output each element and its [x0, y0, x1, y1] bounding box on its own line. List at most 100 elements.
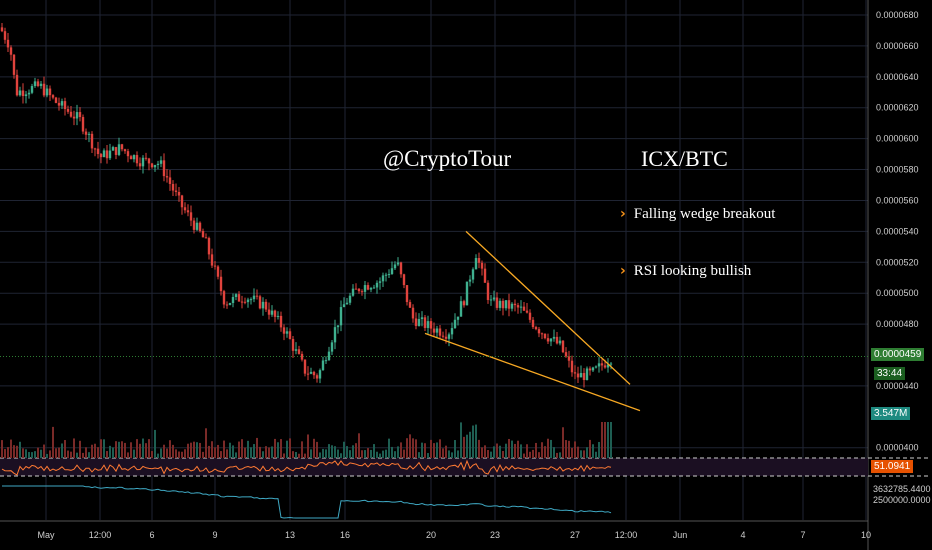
volume-bar	[1, 440, 3, 458]
volume-bar	[271, 446, 273, 458]
volume-bar	[607, 422, 609, 458]
volume-bar	[109, 445, 111, 458]
candle-body	[507, 300, 511, 309]
candle-body	[129, 156, 133, 160]
volume-bar	[70, 451, 72, 458]
volume-bar	[541, 442, 543, 458]
volume-bar	[370, 449, 372, 458]
candle-body	[24, 94, 28, 97]
volume-bar	[133, 449, 135, 458]
volume-bar	[592, 444, 594, 458]
candle-body	[285, 331, 289, 334]
price-axis[interactable]: 0.0000680 0.0000660 0.0000640 0.0000620 0.00…	[876, 10, 919, 453]
volume-bar	[517, 440, 519, 458]
chevron-right-icon: ›	[620, 263, 626, 279]
candle-body	[399, 262, 403, 275]
volume-bar	[187, 443, 189, 458]
candle-body	[348, 295, 352, 303]
candle-body	[186, 210, 190, 213]
candle-body	[282, 327, 286, 334]
volume-bar	[415, 439, 417, 458]
indicator-value-tag: 3632785.4400	[873, 484, 931, 494]
candle-body	[558, 340, 562, 344]
candle-body	[324, 360, 328, 362]
volume-bar	[232, 445, 234, 458]
volume-bar	[127, 452, 129, 458]
candle-body	[39, 83, 43, 87]
candle-body	[513, 303, 517, 306]
volume-bar	[376, 451, 378, 458]
candle-body	[48, 88, 52, 96]
candle-body	[393, 264, 397, 269]
candle-body	[354, 288, 358, 290]
volume-bar	[64, 440, 66, 458]
candle-body	[243, 301, 247, 303]
candle-body	[570, 360, 574, 373]
candle-body	[207, 238, 211, 255]
candle-body	[537, 329, 541, 334]
price-tick-label: 0.0000480	[876, 319, 919, 329]
volume-bar	[19, 441, 21, 458]
volume-bar	[379, 453, 381, 458]
candle-body	[594, 366, 598, 368]
candle-body	[609, 363, 613, 365]
brand-watermark: @CryptoTour	[383, 146, 512, 171]
candle-body	[153, 165, 157, 168]
rsi-band	[0, 458, 868, 476]
volume-bar	[85, 447, 87, 458]
volume-bar	[361, 450, 363, 458]
candle-body	[258, 296, 262, 309]
candle-body	[93, 148, 97, 150]
candle-body	[141, 157, 145, 167]
candle-body	[303, 359, 307, 374]
volume-bar	[307, 434, 309, 458]
volume-bar	[367, 448, 369, 458]
candle-body	[297, 349, 301, 354]
volume-bar	[589, 439, 591, 458]
time-axis[interactable]: May 12:00 6 9 13 16 20 23 27 12:00 Jun 4 7 10	[37, 530, 871, 540]
volume-bar	[355, 443, 357, 458]
volume-bar	[253, 444, 255, 458]
volume-bar	[610, 422, 612, 458]
volume-bar	[604, 422, 606, 458]
volume-bar	[319, 452, 321, 458]
candle-body	[288, 331, 292, 339]
candle-body	[372, 287, 376, 289]
annotation-text: Falling wedge breakout	[633, 206, 776, 222]
time-tick-label: 10	[861, 530, 871, 540]
volume-bar	[292, 451, 294, 458]
volume-bar	[181, 451, 183, 458]
volume-bar	[526, 444, 528, 458]
volume-bar	[199, 442, 201, 458]
candle-body	[498, 300, 502, 308]
wedge-lower-line	[424, 332, 641, 412]
candle-body	[414, 318, 418, 326]
price-tick-label: 0.0000520	[876, 257, 919, 267]
candle-body	[183, 207, 187, 211]
candle-body	[603, 365, 607, 368]
candle-body	[219, 276, 223, 292]
candle-body	[363, 285, 367, 292]
volume-bar	[511, 440, 513, 458]
volume-bar	[151, 451, 153, 458]
candle-body	[585, 368, 589, 381]
candle-body	[450, 328, 454, 335]
candle-body	[3, 31, 7, 40]
volume-bar	[457, 450, 459, 458]
candle-body	[357, 288, 361, 292]
volume-bar	[259, 446, 261, 458]
volume-bar	[385, 449, 387, 458]
volume-bar	[112, 447, 114, 458]
volume-bar	[487, 450, 489, 458]
volume-bar	[124, 442, 126, 458]
volume-bar	[481, 447, 483, 458]
volume-bar	[208, 445, 210, 458]
volume-bar	[583, 450, 585, 458]
candle-body	[138, 163, 142, 167]
volume-bar	[178, 451, 180, 458]
volume-bar	[46, 453, 48, 458]
candle-body	[165, 176, 169, 178]
candle-body	[249, 299, 253, 301]
candle-body	[171, 183, 175, 191]
